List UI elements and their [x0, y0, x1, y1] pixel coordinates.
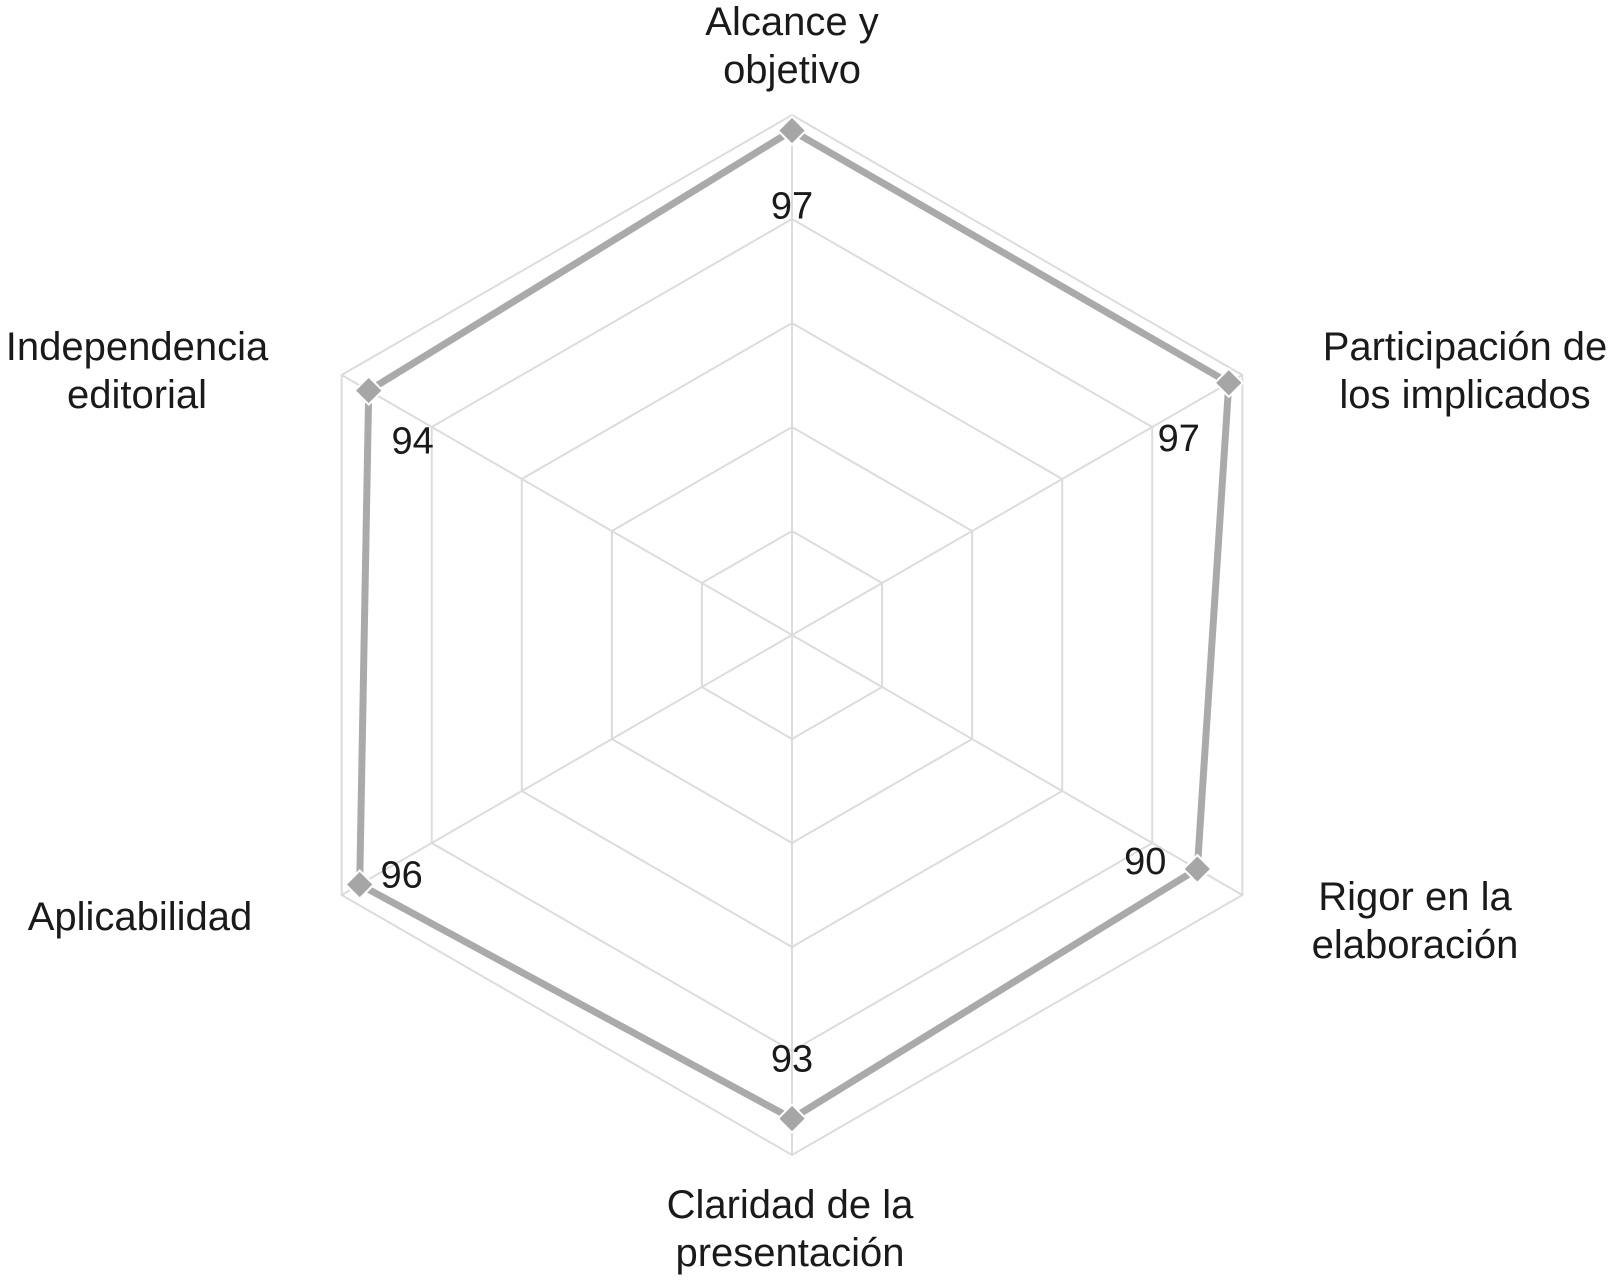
marker-layer — [344, 115, 1245, 1135]
category-label-line: editorial — [67, 373, 207, 417]
category-label-line: Independencia — [6, 325, 269, 369]
category-label-line: Claridad de la — [667, 1183, 915, 1227]
category-label-line: Aplicabilidad — [28, 895, 253, 939]
category-label-line: objetivo — [723, 48, 861, 92]
value-label: 90 — [1124, 841, 1166, 883]
category-label-layer: Alcance y objetivo Participación de los imp… — [6, 0, 1608, 1275]
value-label-layer: 97 97 90 93 96 94 — [381, 186, 1200, 1081]
value-label: 93 — [771, 1039, 813, 1081]
category-label-line: Alcance y — [705, 0, 878, 44]
category-label: Claridad de la presentación — [667, 1183, 915, 1275]
category-label: Rigor en la elaboración — [1312, 875, 1519, 967]
data-point-marker — [776, 1103, 808, 1135]
value-label: 94 — [392, 421, 434, 463]
category-label-line: elaboración — [1312, 923, 1519, 967]
grid-spoke — [791, 374, 1243, 636]
grid-spoke — [791, 634, 1243, 896]
series-layer — [356, 127, 1233, 1123]
category-label: Alcance y objetivo — [705, 0, 878, 92]
category-label-line: Rigor en la — [1318, 875, 1512, 919]
grid-spoke — [341, 634, 793, 896]
data-point-marker — [353, 375, 385, 407]
category-label-line: Participación de — [1323, 325, 1608, 369]
series-line — [356, 127, 1233, 1123]
category-label: Participación de los implicados — [1323, 325, 1608, 417]
category-label-line: presentación — [675, 1231, 904, 1275]
value-label: 97 — [1158, 418, 1200, 460]
grid-spoke — [341, 374, 793, 636]
data-point-marker — [776, 115, 808, 147]
category-label: Aplicabilidad — [28, 895, 253, 939]
data-point-marker — [1213, 367, 1245, 399]
value-label: 97 — [771, 186, 813, 228]
data-point-marker — [1181, 853, 1213, 885]
grid-layer — [340, 113, 1244, 1157]
category-label-line: los implicados — [1339, 373, 1590, 417]
data-point-marker — [344, 869, 376, 901]
category-label: Independencia editorial — [6, 325, 269, 417]
value-label: 96 — [381, 855, 423, 897]
